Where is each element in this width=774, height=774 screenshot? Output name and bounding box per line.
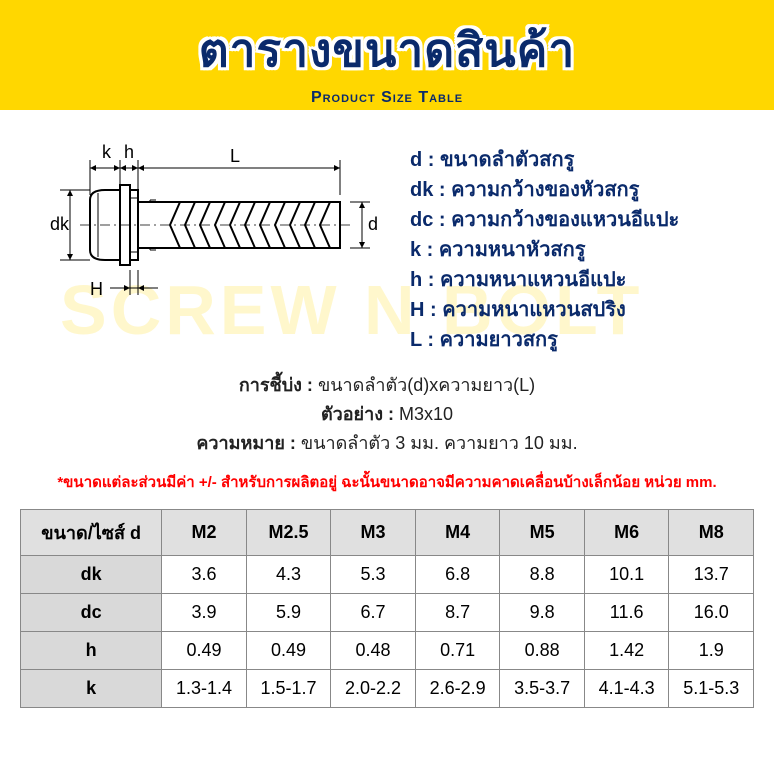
diagram-section: k h L dc xyxy=(0,110,774,365)
dim-h: h xyxy=(124,142,134,162)
cell: 3.5-3.7 xyxy=(500,670,585,708)
cell: 10.1 xyxy=(584,556,669,594)
table-row: dk 3.6 4.3 5.3 6.8 8.8 10.1 13.7 xyxy=(21,556,754,594)
size-table: ขนาด/ไซส์ d M2 M2.5 M3 M4 M5 M6 M8 dk 3.… xyxy=(20,509,754,708)
cell: 0.49 xyxy=(246,632,331,670)
dim-k: k xyxy=(102,142,112,162)
col-header: M8 xyxy=(669,510,754,556)
col-header: M2.5 xyxy=(246,510,331,556)
dim-H: H xyxy=(90,279,103,299)
cell: 9.8 xyxy=(500,594,585,632)
legend-row: k : ความหนาหัวสกรู xyxy=(410,235,724,265)
screw-diagram: k h L dc xyxy=(50,140,380,320)
table-row: h 0.49 0.49 0.48 0.71 0.88 1.42 1.9 xyxy=(21,632,754,670)
cell: 5.1-5.3 xyxy=(669,670,754,708)
col-header: M6 xyxy=(584,510,669,556)
legend-row: H : ความหนาแหวนสปริง xyxy=(410,295,724,325)
col-header: M5 xyxy=(500,510,585,556)
cell: 5.9 xyxy=(246,594,331,632)
cell: 5.3 xyxy=(331,556,416,594)
info-label: การชี้บ่ง : xyxy=(239,375,313,395)
legend-row: dc : ความกว้างของแหวนอีแปะ xyxy=(410,205,724,235)
cell: 6.7 xyxy=(331,594,416,632)
cell: 8.8 xyxy=(500,556,585,594)
disclaimer: *ขนาดแต่ละส่วนมีค่า +/- สำหรับการผลิตอยู… xyxy=(0,462,774,509)
info-label: ความหมาย : xyxy=(196,433,296,453)
cell: 4.1-4.3 xyxy=(584,670,669,708)
col-header: M2 xyxy=(162,510,247,556)
cell: 2.0-2.2 xyxy=(331,670,416,708)
cell: 0.88 xyxy=(500,632,585,670)
cell: 3.6 xyxy=(162,556,247,594)
row-header: h xyxy=(21,632,162,670)
legend: d : ขนาดลำตัวสกรู dk : ความกว้างของหัวสก… xyxy=(410,140,724,355)
cell: 11.6 xyxy=(584,594,669,632)
col-header: M4 xyxy=(415,510,500,556)
legend-row: d : ขนาดลำตัวสกรู xyxy=(410,145,724,175)
cell: 4.3 xyxy=(246,556,331,594)
table-header-row: ขนาด/ไซส์ d M2 M2.5 M3 M4 M5 M6 M8 xyxy=(21,510,754,556)
dim-d: d xyxy=(368,214,378,234)
cell: 8.7 xyxy=(415,594,500,632)
cell: 1.42 xyxy=(584,632,669,670)
col-header: M3 xyxy=(331,510,416,556)
table-row: k 1.3-1.4 1.5-1.7 2.0-2.2 2.6-2.9 3.5-3.… xyxy=(21,670,754,708)
page-subtitle: Product Size Table xyxy=(311,89,463,107)
info-label: ตัวอย่าง : xyxy=(321,404,394,424)
cell: 0.49 xyxy=(162,632,247,670)
row-header: dc xyxy=(21,594,162,632)
info-block: การชี้บ่ง : ขนาดลำตัว(d)xความยาว(L) ตัวอ… xyxy=(0,365,774,462)
cell: 2.6-2.9 xyxy=(415,670,500,708)
cell: 1.9 xyxy=(669,632,754,670)
row-header: k xyxy=(21,670,162,708)
row-header: dk xyxy=(21,556,162,594)
info-text: M3x10 xyxy=(399,404,453,424)
info-text: ขนาดลำตัว(d)xความยาว(L) xyxy=(318,375,535,395)
dim-dk: dk xyxy=(50,214,70,234)
cell: 0.71 xyxy=(415,632,500,670)
legend-row: h : ความหนาแหวนอีแปะ xyxy=(410,265,724,295)
legend-row: L : ความยาวสกรู xyxy=(410,325,724,355)
cell: 1.5-1.7 xyxy=(246,670,331,708)
table-row: dc 3.9 5.9 6.7 8.7 9.8 11.6 16.0 xyxy=(21,594,754,632)
cell: 16.0 xyxy=(669,594,754,632)
cell: 13.7 xyxy=(669,556,754,594)
cell: 1.3-1.4 xyxy=(162,670,247,708)
page-title: ตารางขนาดสินค้า xyxy=(199,14,575,87)
dim-L: L xyxy=(230,146,240,166)
info-text: ขนาดลำตัว 3 มม. ความยาว 10 มม. xyxy=(301,433,578,453)
cell: 6.8 xyxy=(415,556,500,594)
cell: 3.9 xyxy=(162,594,247,632)
legend-row: dk : ความกว้างของหัวสกรู xyxy=(410,175,724,205)
cell: 0.48 xyxy=(331,632,416,670)
header-band: ตารางขนาดสินค้า Product Size Table xyxy=(0,0,774,110)
table-corner: ขนาด/ไซส์ d xyxy=(21,510,162,556)
